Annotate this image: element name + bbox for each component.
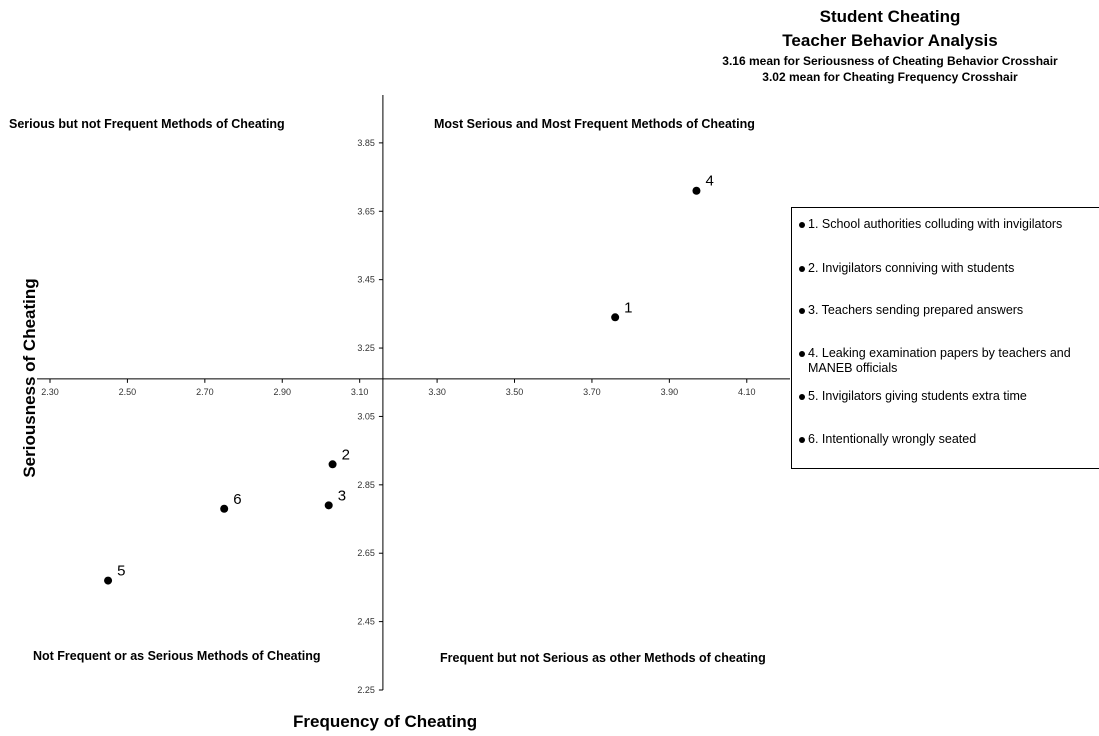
- x-tick-label: 2.70: [196, 387, 214, 397]
- x-tick-label: 2.50: [119, 387, 137, 397]
- data-point-4: [692, 186, 701, 195]
- x-axis-label: Frequency of Cheating: [293, 712, 478, 731]
- y-tick-label: 2.85: [357, 480, 375, 490]
- x-tick-label: 3.70: [583, 387, 601, 397]
- y-tick-label: 2.45: [357, 617, 375, 627]
- y-tick-label: 3.05: [357, 411, 375, 421]
- quadrant-label-top-left: Serious but not Frequent Methods of Chea…: [9, 117, 285, 131]
- chart-note-frequency-mean: 3.02 mean for Cheating Frequency Crossha…: [762, 70, 1018, 84]
- chart-subtitle: Teacher Behavior Analysis: [782, 31, 998, 50]
- quadrant-label-bottom-left: Not Frequent or as Serious Methods of Ch…: [33, 649, 321, 663]
- legend-marker: [799, 308, 805, 314]
- x-tick-label: 3.90: [661, 387, 679, 397]
- chart-title: Student Cheating: [819, 7, 961, 26]
- legend-marker: [799, 394, 805, 400]
- y-tick-label: 3.45: [357, 275, 375, 285]
- quadrant-label-top-right: Most Serious and Most Frequent Methods o…: [434, 117, 755, 131]
- legend-label: 1. School authorities colluding with inv…: [808, 217, 1063, 231]
- legend-label: 2. Invigilators conniving with students: [808, 261, 1015, 275]
- data-label-4: 4: [705, 173, 713, 190]
- data-label-6: 6: [233, 491, 241, 508]
- legend-item-3: 3. Teachers sending prepared answers: [799, 303, 1099, 318]
- legend-item-6: 6. Intentionally wrongly seated: [799, 432, 1099, 447]
- y-tick-label: 2.25: [357, 685, 375, 695]
- x-tick-label: 3.50: [506, 387, 524, 397]
- chart-note-seriousness-mean: 3.16 mean for Seriousness of Cheating Be…: [722, 54, 1058, 68]
- y-axis-label: Seriousness of Cheating: [20, 278, 39, 478]
- data-point-1: [611, 313, 620, 322]
- legend-marker: [799, 437, 805, 443]
- data-point-3: [324, 501, 333, 510]
- data-label-1: 1: [624, 299, 632, 316]
- data-label-2: 2: [342, 446, 350, 463]
- legend-label: 6. Intentionally wrongly seated: [808, 432, 977, 446]
- y-tick-label: 3.85: [357, 138, 375, 148]
- legend-item-1: 1. School authorities colluding with inv…: [799, 217, 1099, 232]
- y-tick-label: 3.25: [357, 343, 375, 353]
- x-tick-label: 3.10: [351, 387, 369, 397]
- legend-item-4: 4. Leaking examination papers by teacher…: [799, 346, 1099, 376]
- legend-label: 3. Teachers sending prepared answers: [808, 303, 1024, 317]
- legend-item-2: 2. Invigilators conniving with students: [799, 261, 1099, 276]
- data-point-6: [220, 504, 229, 513]
- data-point-2: [328, 460, 337, 469]
- legend-item-5: 5. Invigilators giving students extra ti…: [799, 389, 1099, 404]
- legend-marker: [799, 351, 805, 357]
- quadrant-label-bottom-right: Frequent but not Serious as other Method…: [440, 651, 766, 665]
- legend-label: 4. Leaking examination papers by teacher…: [808, 346, 1071, 375]
- y-tick-label: 3.65: [357, 206, 375, 216]
- data-point-5: [104, 576, 113, 585]
- data-label-3: 3: [338, 487, 346, 504]
- legend-label: 5. Invigilators giving students extra ti…: [808, 389, 1027, 403]
- legend: 1. School authorities colluding with inv…: [791, 207, 1099, 469]
- y-tick-label: 2.65: [357, 548, 375, 558]
- x-tick-label: 2.90: [273, 387, 291, 397]
- data-label-5: 5: [117, 563, 125, 580]
- x-tick-label: 2.30: [41, 387, 59, 397]
- legend-marker: [799, 222, 805, 228]
- x-tick-label: 4.10: [738, 387, 756, 397]
- x-tick-label: 3.30: [428, 387, 446, 397]
- legend-marker: [799, 266, 805, 272]
